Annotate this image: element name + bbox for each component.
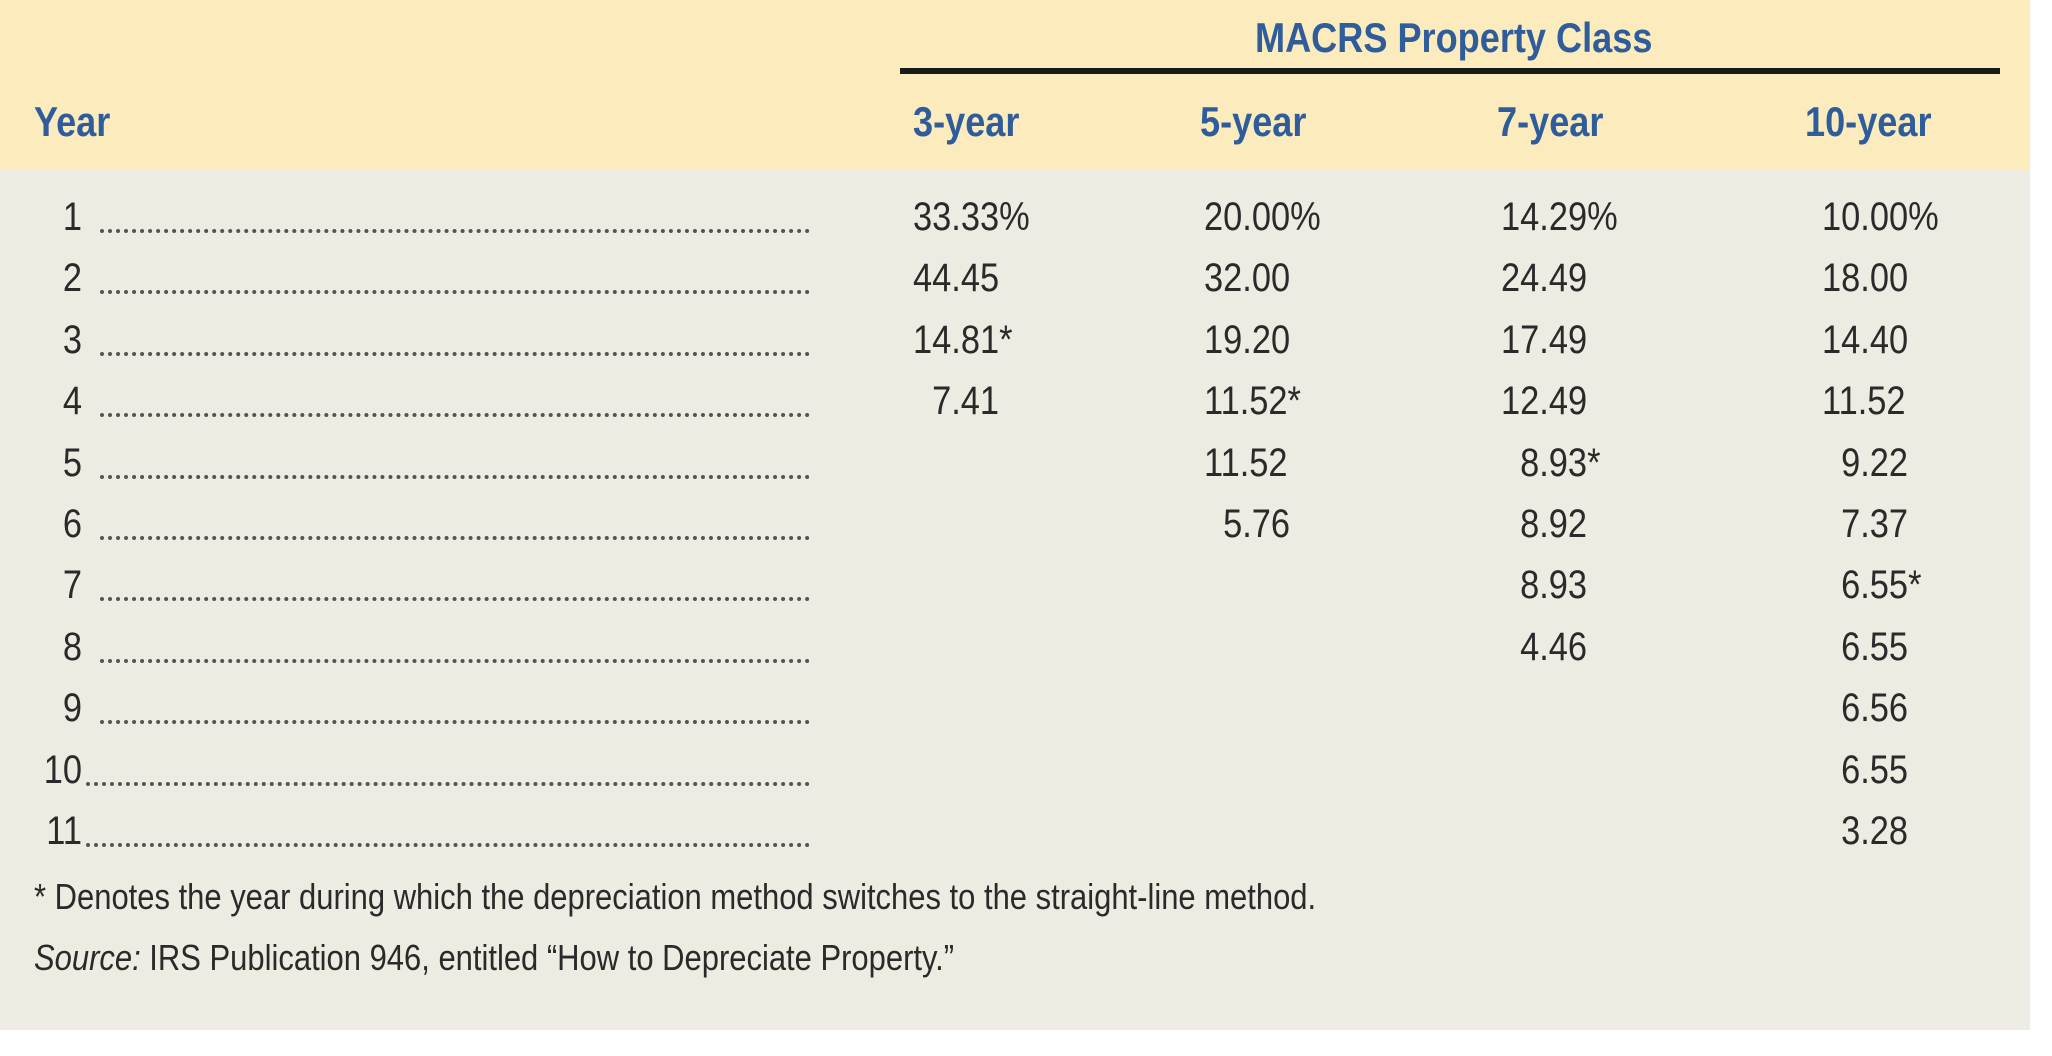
table-row: 5 11.52 8.93* 9.22: [0, 433, 2030, 494]
column-header-5-year: 5-year: [1200, 98, 1307, 145]
dot-leader: [100, 536, 810, 540]
year-cell: 6: [62, 502, 82, 546]
source-label: Source:: [34, 937, 141, 978]
rate-cell: 5.76: [1204, 502, 1291, 546]
table-row: 3 14.81* 19.20 17.49 14.40: [0, 310, 2030, 371]
rate-cell: 19.20: [1204, 317, 1291, 362]
macrs-table: MACRS Property Class Year 3-year 5-year …: [0, 0, 2030, 1030]
dot-leader: [100, 658, 810, 663]
rate-cell: 11.52: [1204, 440, 1288, 485]
table-row: 9 6.56: [0, 678, 2030, 739]
rate-cell: 17.49: [1501, 317, 1588, 362]
dot-leader: [100, 351, 810, 356]
group-title: MACRS Property Class: [1255, 14, 1653, 61]
rate-cell: 11.52*: [1204, 379, 1301, 424]
year-cell: 2: [62, 256, 82, 301]
year-cell: 1: [62, 195, 82, 239]
rate-cell: 20.00%: [1204, 195, 1321, 239]
rate-cell: 8.93*: [1501, 440, 1601, 485]
table-row: 7 8.93 6.55*: [0, 555, 2030, 616]
dot-leader: [100, 597, 810, 602]
rate-cell: 44.45: [913, 256, 1000, 301]
group-title-rule: [900, 68, 2000, 74]
table-row: 1 33.33% 20.00% 14.29% 10.00%: [0, 187, 2030, 248]
column-header-3-year: 3-year: [913, 98, 1020, 145]
table-row: 10 6.55: [0, 740, 2030, 801]
rate-cell: 9.22: [1822, 440, 1909, 485]
rate-cell: 7.37: [1822, 502, 1909, 546]
year-cell: 4: [62, 379, 82, 424]
rate-cell: 12.49: [1501, 379, 1588, 424]
dot-leader: [86, 843, 810, 847]
table-row: 8 4.46 6.55: [0, 617, 2030, 678]
rate-cell: 3.28: [1822, 809, 1909, 853]
rate-cell: 4.46: [1501, 624, 1588, 669]
footnote: * Denotes the year during which the depr…: [34, 876, 1317, 917]
year-column-header: Year: [34, 98, 111, 145]
rate-cell: 24.49: [1501, 256, 1588, 301]
year-cell: 11: [46, 809, 82, 853]
dot-leader: [100, 290, 810, 295]
rate-cell: 14.81*: [913, 317, 1013, 362]
year-cell: 5: [62, 440, 82, 485]
year-cell: 9: [62, 686, 82, 731]
year-cell: 3: [62, 317, 82, 362]
rate-cell: 10.00%: [1822, 195, 1939, 239]
rate-cell: 32.00: [1204, 256, 1291, 301]
rate-cell: 8.93: [1501, 563, 1588, 608]
table-row: 2 44.45 32.00 24.49 18.00: [0, 248, 2030, 309]
rate-cell: 14.29%: [1501, 195, 1618, 239]
table-row: 4 7.41 11.52* 12.49 11.52: [0, 371, 2030, 432]
rate-cell: 14.40: [1822, 317, 1909, 362]
rate-cell: 7.41: [913, 379, 1000, 424]
dot-leader: [86, 781, 810, 786]
dot-leader: [100, 720, 810, 725]
column-header-10-year: 10-year: [1805, 98, 1932, 145]
year-cell: 7: [62, 563, 82, 608]
rate-cell: 8.92: [1501, 502, 1588, 546]
source-text: IRS Publication 946, entitled “How to De…: [140, 937, 955, 978]
year-cell: 8: [62, 624, 82, 669]
column-header-7-year: 7-year: [1497, 98, 1604, 145]
table-header: MACRS Property Class Year 3-year 5-year …: [0, 0, 2030, 170]
rate-cell: 6.55: [1822, 624, 1909, 669]
rate-cell: 33.33%: [913, 195, 1030, 239]
rate-cell: 6.56: [1822, 686, 1909, 731]
table-row: 6 5.76 8.92 7.37: [0, 494, 2030, 555]
dot-leader: [100, 229, 810, 233]
year-cell: 10: [43, 747, 82, 792]
source-note: Source: IRS Publication 946, entitled “H…: [34, 937, 954, 979]
dot-leader: [100, 474, 810, 479]
rate-cell: 18.00: [1822, 256, 1909, 301]
dot-leader: [100, 413, 810, 418]
rate-cell: 6.55*: [1822, 563, 1922, 608]
rate-cell: 11.52: [1822, 379, 1906, 424]
table-row: 11 3.28: [0, 801, 2030, 862]
rate-cell: 6.55: [1822, 747, 1909, 792]
